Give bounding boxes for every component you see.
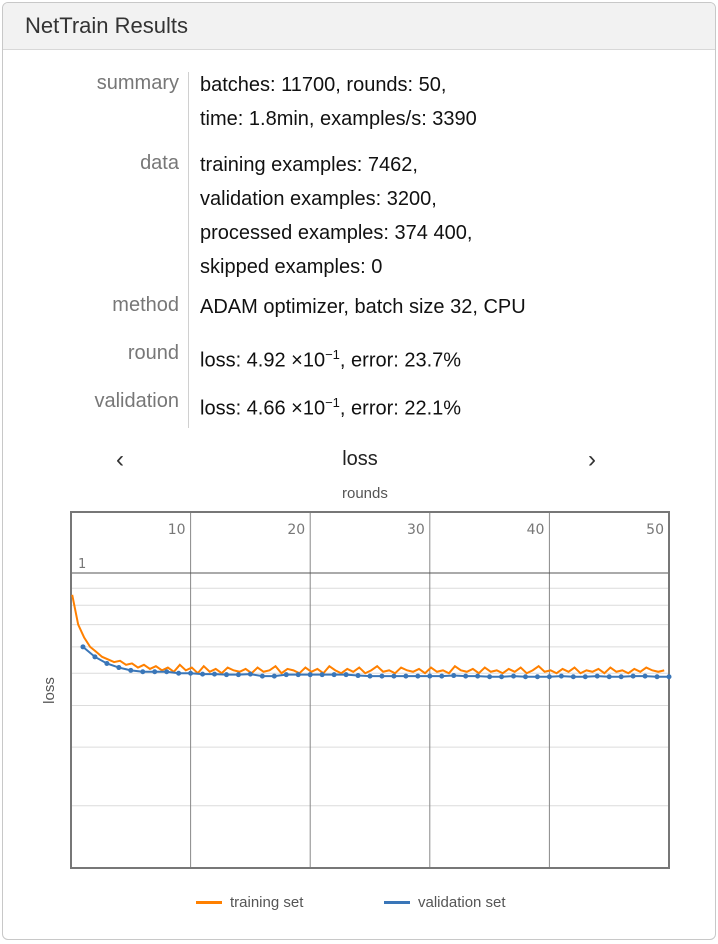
validation-value: loss: 4.66 ×10−1, error: 22.1% [200, 386, 461, 426]
legend-swatch [384, 901, 410, 904]
validation-label: validation [94, 390, 179, 412]
validation-point [439, 673, 445, 679]
validation-point [283, 672, 289, 678]
legend-label: training set [230, 894, 304, 911]
validation-point [451, 673, 457, 679]
validation-point [522, 674, 528, 680]
validation-point [487, 674, 493, 680]
validation-point [570, 674, 576, 680]
legend-swatch [196, 901, 222, 904]
validation-point [152, 669, 158, 675]
x-tick-label: 10 [168, 522, 186, 538]
validation-point [654, 674, 660, 680]
validation-point [534, 674, 540, 680]
validation-point [271, 673, 277, 679]
validation-point [546, 674, 552, 680]
validation-point [618, 674, 624, 680]
plot-frame [70, 511, 670, 869]
data-value: training examples: 7462, validation exam… [200, 148, 472, 284]
summary-line: batches: 11700, rounds: 50, [200, 74, 447, 96]
validation-point [403, 673, 409, 679]
chevron-right-icon[interactable]: › [588, 446, 596, 473]
exponent: −1 [325, 395, 340, 410]
validation-point [582, 674, 588, 680]
validation-point [367, 673, 373, 679]
validation-error: , error: 22.1% [339, 397, 462, 420]
data-line: validation examples: 3200, [200, 188, 437, 210]
data-label: data [140, 152, 179, 174]
x-tick-label: 1 [78, 557, 86, 572]
validation-point [415, 673, 421, 679]
validation-point [92, 654, 98, 660]
chevron-left-icon[interactable]: ‹ [116, 446, 124, 473]
validation-point [331, 672, 337, 678]
validation-point [295, 672, 301, 678]
validation-point [499, 674, 505, 680]
validation-point [319, 672, 325, 678]
legend-label: validation set [418, 894, 506, 911]
validation-point [666, 674, 672, 680]
validation-point [379, 673, 385, 679]
current-metric: loss [342, 448, 378, 470]
validation-point [558, 673, 564, 679]
x-axis-label: rounds [342, 485, 388, 502]
x-tick-label: 30 [407, 522, 425, 538]
validation-point [630, 673, 636, 679]
validation-point [259, 673, 265, 679]
summary-label: summary [96, 72, 179, 94]
method-value: ADAM optimizer, batch size 32, CPU [200, 296, 526, 318]
round-error: , error: 23.7% [339, 349, 462, 372]
round-value: loss: 4.92 ×10−1, error: 23.7% [200, 338, 461, 378]
validation-point [200, 671, 206, 677]
data-line: skipped examples: 0 [200, 256, 383, 278]
summary-value: batches: 11700, rounds: 50, time: 1.8min… [200, 68, 477, 136]
validation-point [104, 660, 110, 666]
validation-point [188, 670, 194, 676]
validation-point [343, 672, 349, 678]
x-tick-label: 20 [287, 522, 305, 538]
validation-point [212, 671, 218, 677]
divider [188, 72, 189, 428]
x-tick-label: 50 [646, 522, 664, 538]
data-line: processed examples: 374 400, [200, 222, 473, 244]
validation-point [176, 670, 182, 676]
exponent: −1 [325, 347, 340, 362]
method-label: method [112, 294, 179, 316]
validation-loss: loss: 4.66 ×10 [200, 397, 326, 420]
round-loss: loss: 4.92 ×10 [200, 349, 326, 372]
validation-point [642, 673, 648, 679]
panel-title: NetTrain Results [25, 13, 189, 38]
legend-validation: validation set [384, 894, 506, 911]
validation-point [606, 674, 612, 680]
summary-line: time: 1.8min, examples/s: 3390 [200, 108, 477, 130]
data-line: training examples: 7462, [200, 154, 418, 176]
validation-point [223, 672, 229, 678]
training-line [71, 594, 665, 675]
panel-header: NetTrain Results [3, 3, 715, 50]
validation-point [307, 672, 313, 678]
validation-point [116, 665, 122, 671]
validation-point [427, 673, 433, 679]
validation-point [594, 673, 600, 679]
validation-point [391, 673, 397, 679]
validation-point [140, 669, 146, 675]
validation-point [128, 667, 134, 673]
x-tick-label: 40 [527, 522, 545, 538]
validation-point [235, 672, 241, 678]
validation-point [463, 673, 469, 679]
validation-point [247, 671, 253, 677]
validation-point [80, 644, 86, 650]
round-label: round [127, 342, 179, 364]
validation-point [164, 669, 170, 675]
validation-point [475, 673, 481, 679]
legend-training: training set [196, 894, 303, 911]
validation-point [511, 673, 517, 679]
validation-point [355, 673, 361, 679]
